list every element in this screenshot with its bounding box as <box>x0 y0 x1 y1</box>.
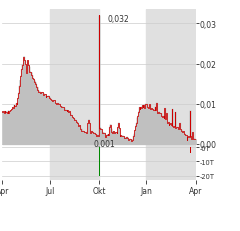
Bar <box>99 148 100 176</box>
Text: 0,001: 0,001 <box>94 139 115 148</box>
Text: 0,032: 0,032 <box>107 15 129 24</box>
Bar <box>146 10 196 148</box>
Bar <box>50 10 99 148</box>
Bar <box>146 148 196 180</box>
Bar <box>50 148 99 180</box>
Bar <box>190 148 191 153</box>
